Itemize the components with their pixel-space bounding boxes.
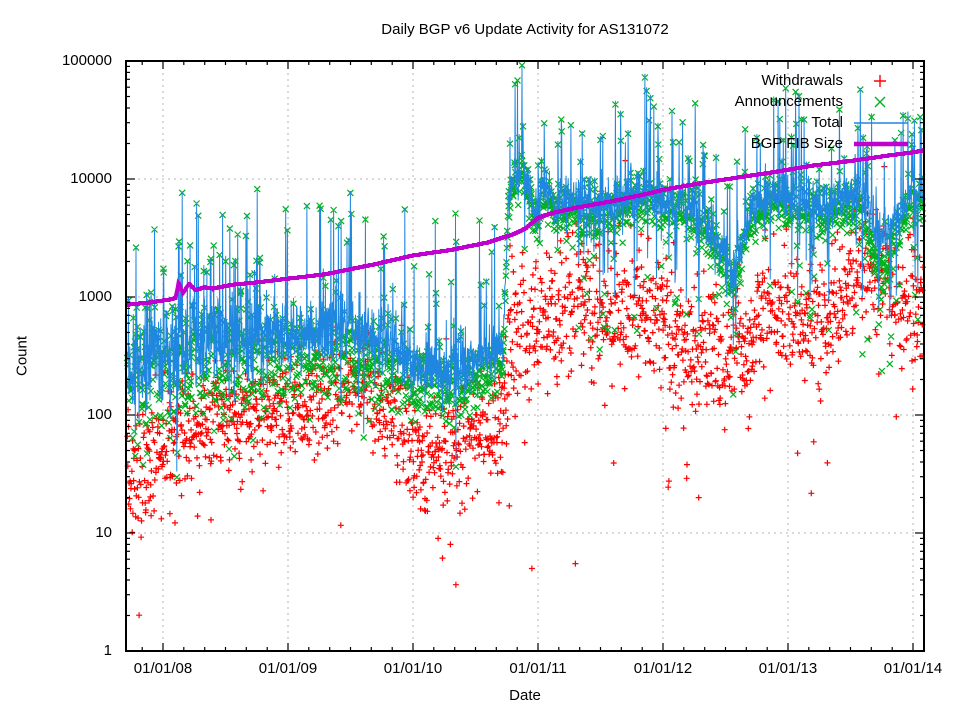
y-axis-title: Count [13, 335, 31, 377]
legend-row-announcements: Announcements [735, 91, 910, 112]
y-tick-label: 100 [86, 406, 112, 423]
plot-border [125, 60, 925, 652]
y-tick-label: 1 [103, 642, 112, 659]
announcements-cross-icon [874, 96, 886, 107]
axis-ticks [126, 60, 924, 652]
total-series [126, 65, 924, 472]
y-tick-label: 100000 [61, 52, 112, 69]
total-line-icon [854, 121, 908, 124]
legend-row-fib: BGP FIB Size [735, 133, 910, 154]
y-tick-label: 10 [95, 524, 112, 541]
y-tick-label: 1000 [78, 288, 112, 305]
x-tick-label: 01/01/11 [509, 660, 567, 677]
legend-row-withdrawals: Withdrawals [735, 70, 910, 91]
bgp-fib-size-series [126, 148, 925, 307]
legend-row-total: Total [735, 112, 910, 133]
x-tick-label: 01/01/13 [758, 660, 818, 677]
legend-label-total: Total [811, 114, 843, 131]
x-tick-label: 01/01/10 [383, 660, 443, 677]
legend-label-fib: BGP FIB Size [750, 135, 843, 152]
withdrawals-plus-icon [874, 74, 886, 87]
y-tick-label: 10000 [70, 170, 112, 187]
legend-label-announcements: Announcements [734, 93, 843, 110]
x-tick-label: 01/01/08 [133, 660, 193, 677]
x-axis-title: Date [509, 687, 541, 704]
legend: Withdrawals Announcements Total BGP FIB … [735, 70, 910, 154]
x-tick-label: 01/01/14 [883, 660, 943, 677]
chart-title: Daily BGP v6 Update Activity for AS13107… [381, 21, 669, 38]
x-tick-label: 01/01/12 [633, 660, 693, 677]
legend-label-withdrawals: Withdrawals [761, 72, 843, 89]
fib-thick-line-icon [854, 141, 908, 146]
x-tick-label: 01/01/09 [258, 660, 318, 677]
